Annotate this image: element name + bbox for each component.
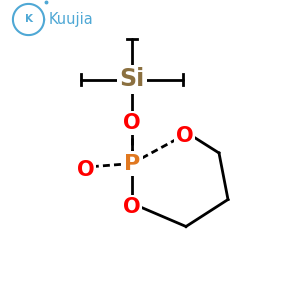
Text: Si: Si: [119, 68, 145, 92]
Text: O: O: [176, 127, 193, 146]
Text: O: O: [77, 160, 94, 179]
Text: Kuujia: Kuujia: [49, 12, 93, 27]
Text: O: O: [123, 197, 141, 217]
Text: K: K: [25, 14, 32, 25]
Text: O: O: [123, 113, 141, 133]
Text: P: P: [124, 154, 140, 173]
